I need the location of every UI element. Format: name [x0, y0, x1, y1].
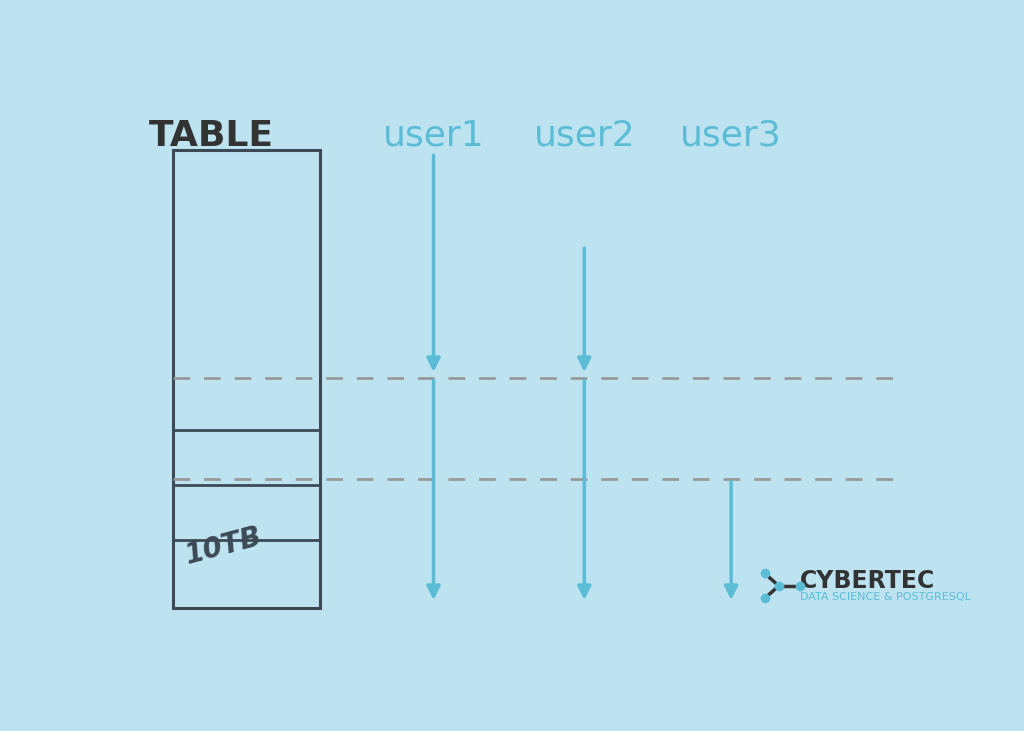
Text: 10TB: 10TB — [181, 523, 265, 570]
Text: user2: user2 — [534, 118, 635, 153]
Text: user1: user1 — [383, 118, 484, 153]
Text: TABLE: TABLE — [148, 118, 273, 153]
Text: user3: user3 — [680, 118, 782, 153]
Bar — [173, 150, 321, 608]
Text: CYBERTEC: CYBERTEC — [800, 569, 936, 594]
Text: DATA SCIENCE & POSTGRESQL: DATA SCIENCE & POSTGRESQL — [800, 592, 971, 602]
